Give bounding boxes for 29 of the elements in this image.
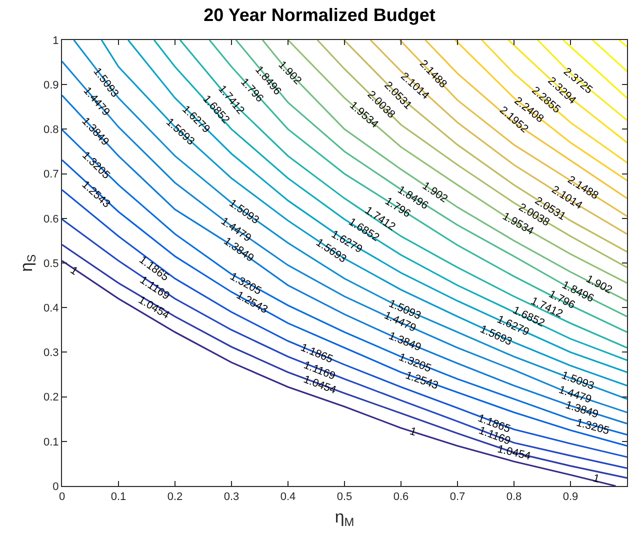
y-tick-label: 0.9 <box>44 79 59 92</box>
x-tick-label: 0.5 <box>336 491 352 504</box>
x-axis-title: η$_{M}$ <box>334 508 354 530</box>
annotation: 1 <box>592 472 601 486</box>
x-tick-label: 0.8 <box>506 491 522 504</box>
x-tick-label: 0.3 <box>224 491 240 504</box>
chart-title: 20 Year Normalized Budget <box>204 4 436 25</box>
y-tick-label: 0.8 <box>44 124 59 136</box>
y-tick-label: 0.7 <box>44 168 59 181</box>
x-tick-label: 0.4 <box>280 491 296 504</box>
x-tick-label: 0.9 <box>562 491 578 504</box>
y-tick-label: 0.3 <box>44 347 59 360</box>
annotation: 1.0454 <box>496 443 532 463</box>
annotation: 1.3205 <box>574 416 611 438</box>
y-tick-label: 1 <box>52 34 59 47</box>
annotation: 1 <box>68 264 80 278</box>
y-tick-label: 0.4 <box>44 302 59 314</box>
y-tick-label: 0.6 <box>44 213 59 226</box>
line-series <box>481 40 627 164</box>
y-tick-label: 0.5 <box>44 258 59 270</box>
y-tick-label: 0.2 <box>44 392 59 404</box>
x-tick-label: 0.2 <box>167 491 183 504</box>
annotation: 1 <box>408 425 418 439</box>
x-tick-label: 0.1 <box>110 491 126 504</box>
x-tick-label: 0.6 <box>393 491 409 504</box>
y-tick-label: 0.1 <box>44 436 59 448</box>
y-tick-label: 0 <box>52 480 59 493</box>
annotation: 1.3849 <box>386 330 423 354</box>
x-tick-label: 0.7 <box>450 491 466 504</box>
